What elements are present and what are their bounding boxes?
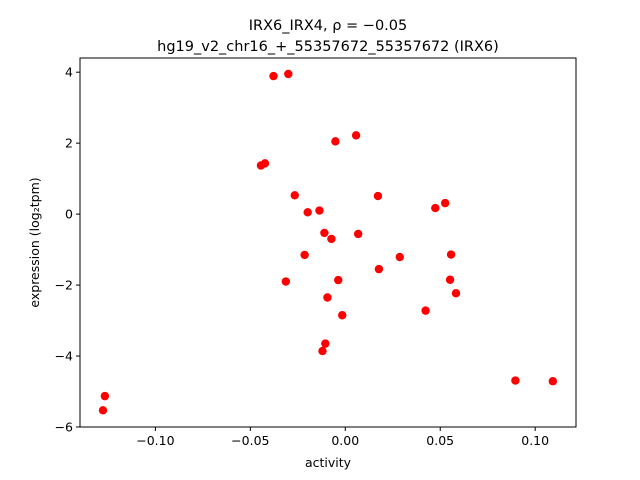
- data-point-19: [351, 131, 361, 140]
- x-tick-label: 0.00: [331, 433, 359, 448]
- x-axis-ticks: −0.10 −0.05 0.00 0.05 0.10: [136, 427, 549, 448]
- data-point-5: [260, 159, 270, 168]
- data-point-3: [284, 69, 293, 79]
- data-point-29: [451, 289, 461, 298]
- data-point-12: [281, 277, 291, 286]
- data-point-2: [269, 71, 278, 81]
- data-point-28: [446, 250, 456, 259]
- data-point-0: [100, 391, 110, 401]
- y-axis-label: expression (log₂tpm): [27, 177, 42, 307]
- data-point-9: [320, 228, 329, 238]
- y-tick-label: −6: [55, 420, 73, 435]
- x-tick-label: 0.05: [426, 433, 454, 448]
- chart-title-line1: IRX6_IRX4, ρ = −0.05: [249, 18, 408, 34]
- data-point-15: [338, 311, 347, 320]
- x-tick-label: −0.05: [231, 433, 269, 448]
- data-point-24: [421, 306, 430, 315]
- plot-frame: [79, 57, 577, 428]
- x-tick-label: −0.10: [136, 433, 174, 448]
- data-point-18: [331, 137, 340, 146]
- data-point-22: [374, 264, 384, 274]
- data-point-14: [323, 293, 332, 302]
- data-point-7: [303, 208, 312, 217]
- y-axis-ticks: −6 −4 −2 0 2 4: [55, 65, 80, 435]
- data-points: [98, 69, 558, 415]
- y-tick-label: 4: [65, 65, 73, 80]
- data-point-10: [327, 234, 336, 244]
- data-point-27: [445, 275, 455, 284]
- data-point-17: [318, 346, 327, 356]
- data-point-23: [395, 252, 404, 262]
- x-tick-label: 0.10: [521, 433, 549, 448]
- data-point-1: [98, 406, 108, 415]
- chart-title-line2: hg19_v2_chr16_+_55357672_55357672 (IRX6): [157, 39, 499, 55]
- data-point-8: [315, 206, 324, 215]
- data-point-6: [290, 191, 299, 200]
- data-point-31: [548, 377, 558, 386]
- data-point-20: [353, 229, 363, 239]
- data-point-11: [300, 250, 309, 260]
- data-point-13: [334, 275, 343, 285]
- x-axis-label: activity: [305, 455, 352, 470]
- data-point-21: [373, 191, 383, 201]
- y-tick-label: −4: [55, 349, 73, 364]
- data-point-16: [321, 339, 330, 348]
- y-tick-label: −2: [55, 278, 73, 293]
- data-point-30: [511, 376, 520, 385]
- data-point-26: [440, 198, 450, 208]
- data-point-25: [431, 203, 440, 213]
- y-tick-label: 2: [65, 136, 73, 151]
- y-tick-label: 0: [65, 207, 73, 222]
